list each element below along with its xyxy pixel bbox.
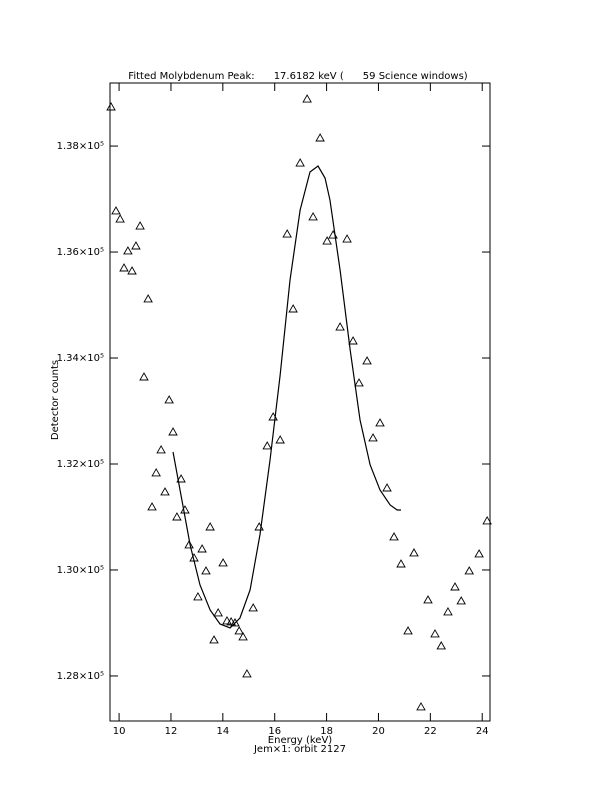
data-point — [135, 221, 145, 230]
y-tick-label: 1.30×10⁵ — [57, 565, 104, 576]
data-point — [464, 566, 475, 575]
data-point — [193, 592, 203, 601]
data-point — [205, 522, 215, 531]
data-point — [302, 94, 312, 103]
y-tick-label: 1.36×10⁵ — [57, 247, 104, 258]
y-tick-label: 1.32×10⁵ — [57, 459, 104, 470]
data-point — [474, 549, 484, 558]
data-point — [382, 483, 392, 492]
data-point — [209, 635, 219, 644]
data-point — [396, 559, 406, 568]
data-point — [119, 263, 129, 272]
x-tick-label: 14 — [216, 726, 229, 737]
data-point — [180, 505, 190, 514]
data-point — [275, 435, 285, 444]
data-point — [143, 294, 153, 303]
data-point — [403, 626, 413, 635]
data-point — [139, 372, 149, 381]
data-point — [308, 212, 318, 221]
data-point — [123, 246, 133, 255]
x-tick-label: 12 — [165, 726, 178, 737]
data-point — [430, 629, 440, 638]
data-point — [282, 229, 292, 238]
data-point — [201, 566, 211, 575]
data-point — [482, 516, 492, 525]
data-point — [368, 433, 378, 442]
data-point — [450, 582, 460, 591]
x-tick-label: 16 — [268, 726, 281, 737]
data-point — [348, 336, 358, 345]
data-point — [342, 234, 352, 243]
data-point — [168, 427, 178, 436]
data-point — [416, 702, 426, 711]
data-point — [172, 512, 182, 521]
x-tick-label: 24 — [476, 726, 489, 737]
data-point — [238, 632, 248, 641]
x-tick-label: 10 — [113, 726, 126, 737]
data-point — [335, 322, 345, 331]
data-point — [389, 532, 399, 541]
data-point — [354, 378, 364, 387]
data-point — [111, 206, 121, 215]
data-point — [375, 418, 385, 427]
y-tick-label: 1.28×10⁵ — [57, 671, 104, 682]
data-point — [436, 641, 447, 650]
data-point — [322, 236, 332, 245]
data-point — [160, 487, 170, 496]
data-point — [248, 603, 258, 612]
data-point — [213, 608, 223, 617]
data-point — [409, 548, 419, 557]
data-point — [295, 158, 305, 167]
data-point — [315, 133, 325, 142]
data-point — [234, 626, 244, 635]
data-point — [456, 596, 466, 605]
data-point — [230, 618, 240, 627]
data-point — [147, 502, 157, 511]
data-point — [184, 540, 194, 549]
y-axis-label: Detector counts — [50, 360, 61, 440]
x-tick-label: 22 — [424, 726, 437, 737]
y-tick-label: 1.34×10⁵ — [57, 353, 104, 364]
data-point — [222, 616, 232, 625]
fit-line — [172, 165, 402, 629]
y-tick-label: 1.38×10⁵ — [57, 141, 104, 152]
data-point — [288, 304, 298, 313]
data-point — [242, 669, 252, 678]
data-point — [362, 356, 372, 365]
data-point — [176, 474, 186, 483]
subtitle: Jem×1: orbit 2127 — [253, 744, 346, 755]
x-tick-label: 18 — [320, 726, 333, 737]
data-point — [131, 241, 141, 250]
data-point — [443, 607, 453, 616]
data-point — [115, 214, 125, 223]
data-point — [197, 544, 207, 553]
data-point — [218, 558, 228, 567]
data-point — [262, 441, 272, 450]
data-point — [164, 395, 174, 404]
data-point — [127, 266, 137, 275]
data-point — [423, 595, 433, 604]
data-point — [156, 445, 166, 454]
x-axis-label: Energy (keV) — [268, 735, 333, 746]
x-tick-label: 20 — [372, 726, 385, 737]
data-point — [106, 102, 116, 111]
chart-title: Fitted Molybdenum Peak: 17.6182 keV ( 59… — [128, 71, 468, 82]
data-point — [151, 468, 161, 477]
plot-frame — [109, 82, 491, 722]
